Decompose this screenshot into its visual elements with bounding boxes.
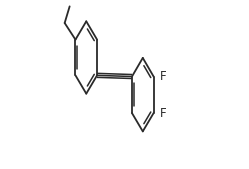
Text: F: F xyxy=(159,107,166,120)
Text: F: F xyxy=(159,70,166,83)
